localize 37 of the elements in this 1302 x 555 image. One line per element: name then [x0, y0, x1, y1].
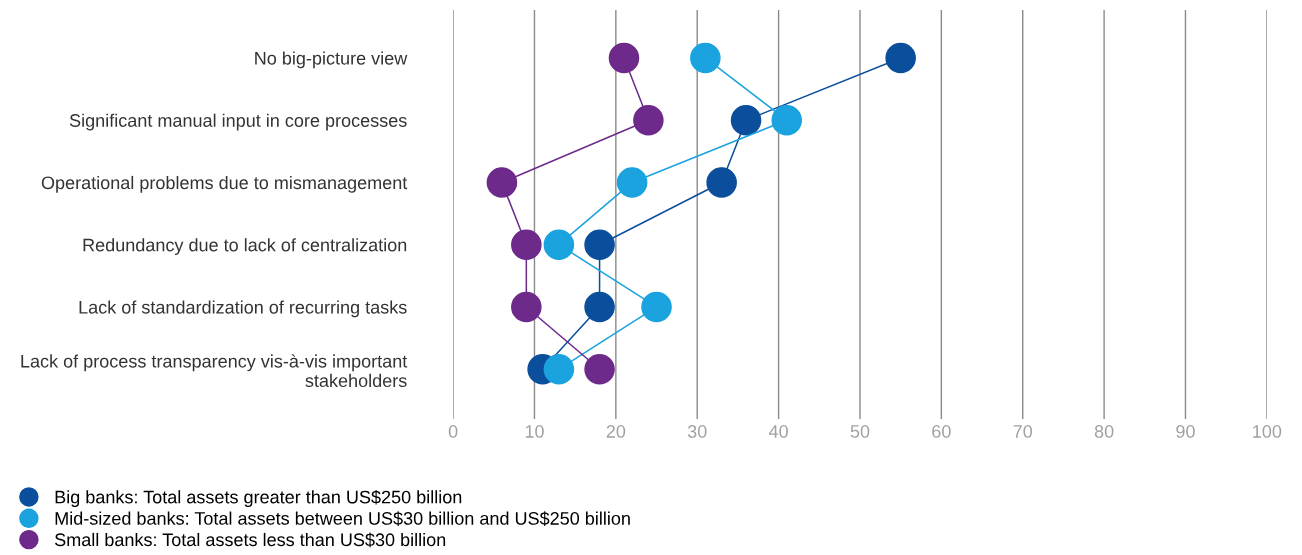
point — [730, 104, 762, 136]
point — [633, 104, 664, 136]
x-tick-label: 70 — [1013, 425, 1033, 438]
point — [511, 229, 542, 260]
legend-label: Mid-sized banks: Total assets between US$30 billion and US$250 billion — [55, 511, 630, 526]
y-tick-label: No big-picture view — [255, 51, 408, 69]
x-tick-label: 0 — [448, 425, 458, 438]
point — [608, 42, 640, 74]
x-tick-label: 50 — [850, 425, 870, 438]
y-tick-label: Redundancy due to lack of centralization — [83, 238, 407, 255]
point — [641, 291, 672, 323]
x-tick-label: 10 — [525, 425, 544, 438]
point — [706, 167, 737, 198]
y-tick-label: Lack of standardization of recurring tasks — [79, 300, 407, 318]
point — [511, 291, 542, 323]
legend-label: Big banks: Total assets greater than US$250 billion — [55, 489, 462, 508]
x-tick-label: 30 — [687, 425, 707, 438]
x-tick-label: 90 — [1176, 425, 1195, 438]
x-tick-label: 80 — [1094, 425, 1114, 438]
y-tick-label: Operational problems due to mismanagement — [41, 175, 408, 193]
y-tick-label: Significant manual input in core processes — [69, 113, 407, 131]
x-tick-label: 40 — [768, 425, 788, 438]
point — [584, 291, 615, 323]
point — [543, 229, 575, 260]
point — [543, 353, 575, 385]
y-tick-label: Lack of process transparency vis-à-vis important stakeholders — [21, 354, 408, 388]
point — [885, 42, 916, 74]
x-tick-label: 20 — [606, 425, 626, 438]
point — [771, 104, 803, 136]
point — [616, 167, 648, 198]
point — [690, 42, 721, 74]
point — [584, 353, 615, 385]
point — [486, 167, 518, 198]
point — [584, 229, 615, 260]
x-tick-label: 100 — [1253, 425, 1282, 438]
legend-label: Small banks: Total assets less than US$30 billion — [54, 532, 446, 548]
x-tick-label: 60 — [932, 425, 951, 438]
